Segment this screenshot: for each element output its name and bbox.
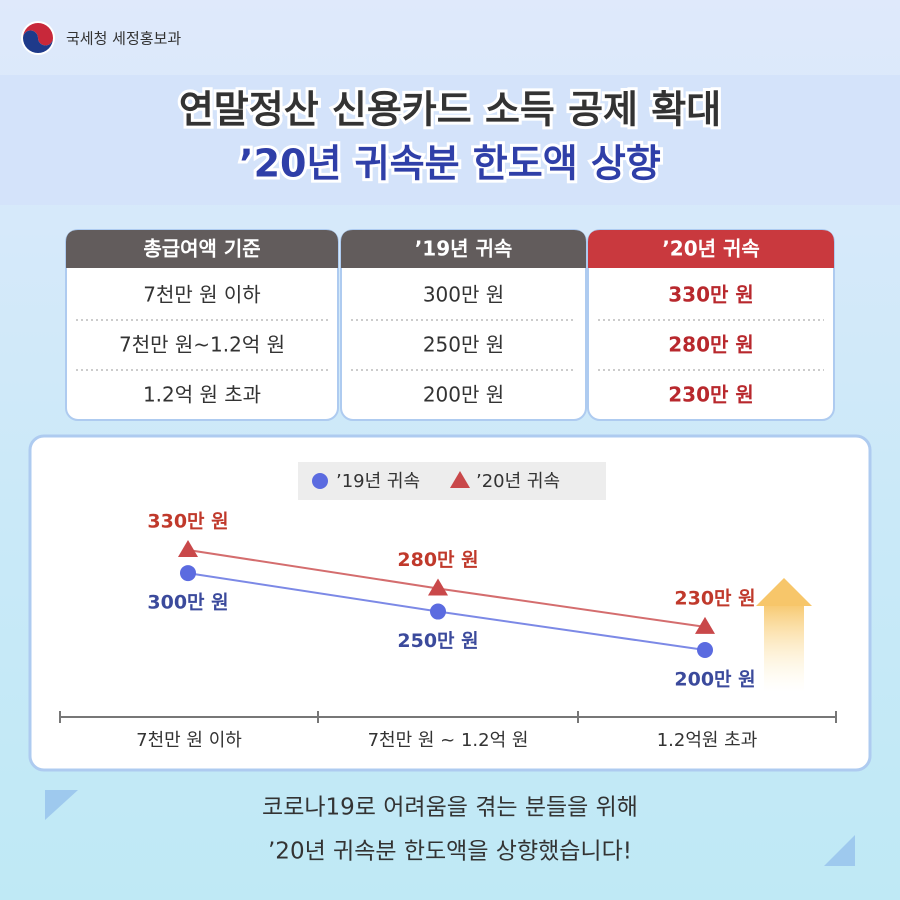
footer: 코로나19로 어려움을 겪는 분들을 위해 — [262, 795, 638, 821]
point — [697, 642, 713, 658]
data-label: 330만 원 — [147, 511, 228, 533]
data-label: 230만 원 — [674, 587, 755, 609]
legend-label: ’19년 귀속 — [336, 471, 420, 492]
x-tick-label: 7천만 원 이하 — [136, 730, 242, 751]
table-header: ’19년 귀속 — [415, 237, 513, 261]
point — [178, 540, 198, 557]
table-cell: 330만 원 — [668, 283, 754, 307]
table-cell: 250만 원 — [423, 333, 504, 357]
title: ’20년 귀속분 한도액 상향 — [239, 142, 661, 186]
legend — [298, 462, 606, 500]
table-header-bg — [341, 230, 586, 268]
table-header-bg — [588, 230, 834, 268]
title-band — [0, 75, 900, 205]
table-cell: 230만 원 — [668, 383, 754, 407]
legend-marker — [312, 473, 328, 489]
point — [695, 616, 715, 634]
table-header: 총급여액 기준 — [143, 237, 260, 261]
footer: ’20년 귀속분 한도액을 상향했습니다! — [268, 839, 632, 865]
data-label: 250만 원 — [397, 630, 478, 652]
x-tick-label: 1.2억원 초과 — [657, 730, 758, 751]
data-label: 300만 원 — [147, 592, 228, 614]
table-header-bg — [66, 230, 338, 268]
logo-red — [23, 23, 53, 46]
data-label: 280만 원 — [397, 549, 478, 571]
table-cell: 7천만 원 이하 — [143, 283, 260, 307]
deco — [45, 790, 78, 820]
point — [428, 578, 448, 596]
legend-marker — [450, 471, 470, 488]
org: 국세청 세정홍보과 — [66, 30, 181, 48]
title: 연말정산 신용카드 소득 공제 확대 — [179, 88, 721, 132]
data-label: 200만 원 — [674, 669, 755, 691]
table-cell: 7천만 원~1.2억 원 — [119, 333, 285, 357]
arrow-head — [756, 578, 812, 606]
table-cell: 300만 원 — [423, 283, 504, 307]
point — [180, 565, 196, 582]
table-cell: 1.2억 원 초과 — [143, 383, 261, 407]
x-tick-label: 7천만 원 ~ 1.2억 원 — [368, 730, 529, 751]
chart-panel — [28, 434, 872, 772]
table-cell: 280만 원 — [668, 333, 754, 357]
point — [430, 603, 446, 620]
logo-blue — [23, 30, 53, 53]
table-cell: 200만 원 — [423, 383, 504, 407]
legend-label: ’20년 귀속 — [476, 471, 560, 492]
deco — [824, 835, 855, 866]
arrow — [764, 602, 804, 692]
table-header: ’20년 귀속 — [662, 237, 760, 261]
